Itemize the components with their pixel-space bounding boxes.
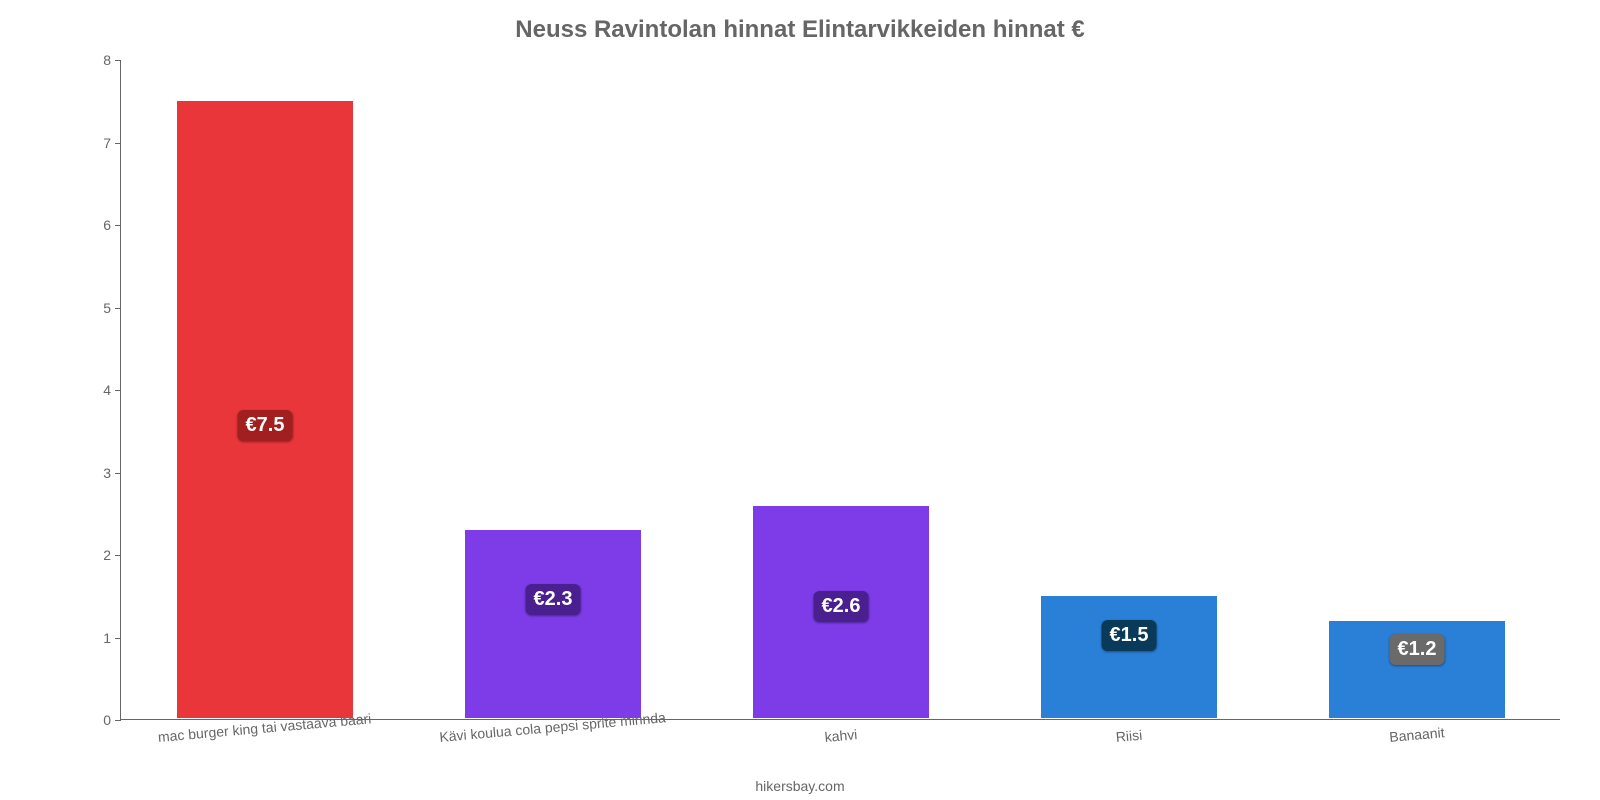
bar-value-label: €1.5 (1102, 620, 1157, 651)
y-tick-label: 3 (81, 465, 111, 481)
y-tick-mark (115, 60, 121, 61)
y-tick-mark (115, 555, 121, 556)
y-tick-label: 6 (81, 217, 111, 233)
y-tick-mark (115, 143, 121, 144)
x-tick-label: Riisi (1115, 727, 1143, 745)
bar-value-label: €2.6 (814, 591, 869, 622)
y-tick-label: 4 (81, 382, 111, 398)
y-tick-mark (115, 473, 121, 474)
bar (464, 529, 643, 719)
y-tick-mark (115, 720, 121, 721)
plot-area: 012345678€7.5mac burger king tai vastaav… (120, 60, 1560, 720)
attribution-text: hikersbay.com (0, 778, 1600, 794)
x-tick-label: kahvi (824, 726, 858, 745)
bar (1040, 595, 1219, 719)
y-tick-mark (115, 390, 121, 391)
y-tick-label: 1 (81, 630, 111, 646)
x-tick-label: Banaanit (1389, 724, 1445, 745)
y-tick-label: 2 (81, 547, 111, 563)
y-tick-label: 0 (81, 712, 111, 728)
y-tick-label: 8 (81, 52, 111, 68)
y-tick-mark (115, 225, 121, 226)
bar-value-label: €7.5 (238, 410, 293, 441)
y-tick-mark (115, 638, 121, 639)
price-bar-chart: Neuss Ravintolan hinnat Elintarvikkeiden… (0, 0, 1600, 800)
bar-value-label: €1.2 (1390, 634, 1445, 665)
y-tick-mark (115, 308, 121, 309)
bar-value-label: €2.3 (526, 584, 581, 615)
chart-title: Neuss Ravintolan hinnat Elintarvikkeiden… (0, 16, 1600, 44)
y-tick-label: 7 (81, 135, 111, 151)
y-tick-label: 5 (81, 300, 111, 316)
